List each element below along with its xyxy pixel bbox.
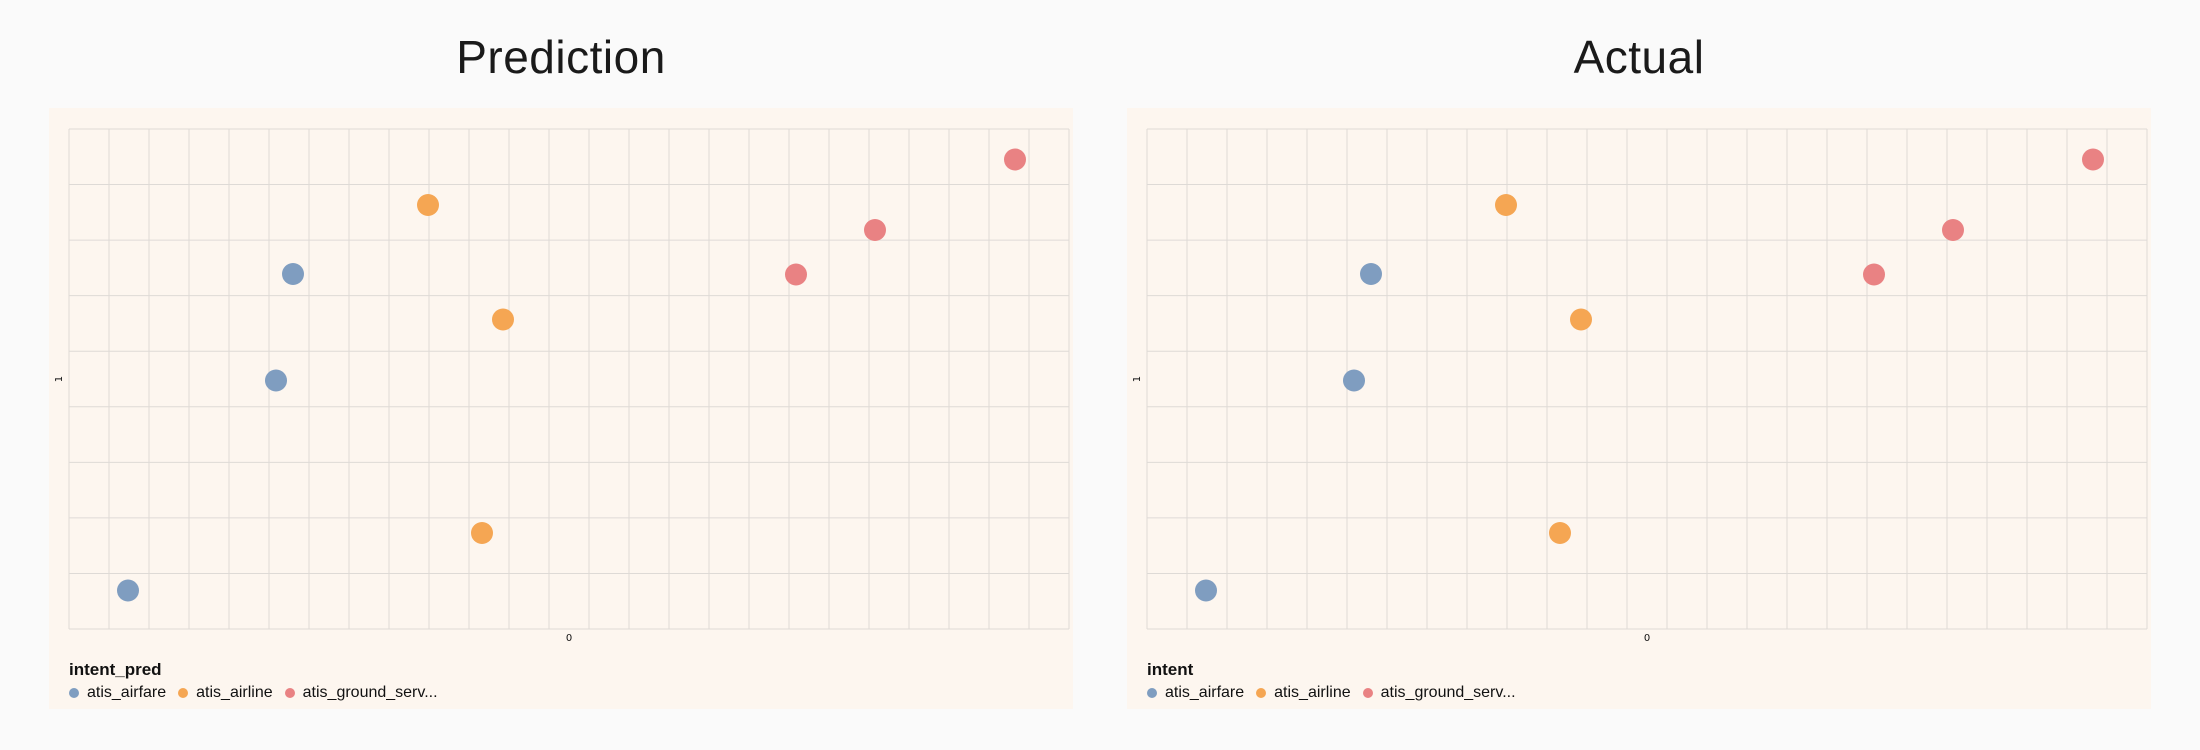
legend-title: intent_pred bbox=[69, 660, 162, 679]
legend-swatch bbox=[178, 688, 189, 698]
actual-legend: intent atis_airfare atis_airline atis_gr… bbox=[1147, 660, 1516, 702]
point-atis_ground_serv[interactable] bbox=[1863, 263, 1885, 286]
y-tick-label: 1 bbox=[54, 376, 65, 382]
gridlines bbox=[1146, 128, 2148, 630]
legend-swatch bbox=[1362, 688, 1373, 698]
actual-title: Actual bbox=[1573, 31, 1705, 83]
point-atis_ground_serv[interactable] bbox=[785, 263, 807, 286]
legend-item-airfare[interactable]: atis_airfare bbox=[1147, 684, 1244, 702]
actual-plot: 01 bbox=[1132, 128, 2148, 644]
legend-label: atis_airfare bbox=[1165, 684, 1245, 701]
point-atis_ground_serv[interactable] bbox=[2082, 148, 2104, 171]
point-atis_ground_serv[interactable] bbox=[1942, 219, 1964, 241]
point-atis_airline[interactable] bbox=[1570, 308, 1592, 331]
point-atis_airfare[interactable] bbox=[265, 369, 287, 392]
legend-item-ground-service[interactable]: atis_ground_serv... bbox=[1362, 684, 1516, 702]
legend-label: atis_airline bbox=[196, 684, 273, 701]
prediction-title: Prediction bbox=[456, 31, 666, 83]
point-atis_airline[interactable] bbox=[1495, 194, 1517, 216]
point-atis_airfare[interactable] bbox=[117, 579, 139, 602]
legend-swatch bbox=[284, 688, 295, 698]
legend-item-ground-service[interactable]: atis_ground_serv... bbox=[284, 684, 438, 702]
x-tick-label: 0 bbox=[566, 633, 572, 644]
legend-item-airline[interactable]: atis_airline bbox=[178, 684, 273, 702]
legend-title: intent bbox=[1147, 660, 1194, 679]
prediction-plot: 01 bbox=[54, 128, 1070, 644]
point-atis_airline[interactable] bbox=[417, 194, 439, 216]
legend-swatch bbox=[1147, 688, 1157, 698]
point-atis_airline[interactable] bbox=[471, 522, 493, 544]
point-atis_airfare[interactable] bbox=[1343, 369, 1365, 392]
legend-swatch bbox=[69, 688, 79, 698]
x-tick-label: 0 bbox=[1644, 633, 1650, 644]
legend-swatch bbox=[1256, 688, 1267, 698]
point-atis_ground_serv[interactable] bbox=[864, 219, 886, 241]
point-atis_airfare[interactable] bbox=[1360, 263, 1382, 285]
point-atis_ground_serv[interactable] bbox=[1004, 148, 1026, 171]
legend-item-airfare[interactable]: atis_airfare bbox=[69, 684, 166, 702]
point-atis_airline[interactable] bbox=[492, 308, 514, 331]
legend-label: atis_airfare bbox=[87, 684, 167, 701]
y-tick-label: 1 bbox=[1132, 376, 1143, 382]
point-atis_airline[interactable] bbox=[1549, 522, 1571, 544]
gridlines bbox=[68, 128, 1070, 630]
prediction-legend: intent_pred atis_airfare atis_airline at… bbox=[69, 660, 438, 702]
point-atis_airfare[interactable] bbox=[282, 263, 304, 285]
legend-label: atis_ground_serv... bbox=[1380, 684, 1516, 701]
legend-item-airline[interactable]: atis_airline bbox=[1256, 684, 1351, 702]
legend-label: atis_airline bbox=[1274, 684, 1351, 701]
point-atis_airfare[interactable] bbox=[1195, 579, 1217, 602]
legend-label: atis_ground_serv... bbox=[302, 684, 438, 701]
